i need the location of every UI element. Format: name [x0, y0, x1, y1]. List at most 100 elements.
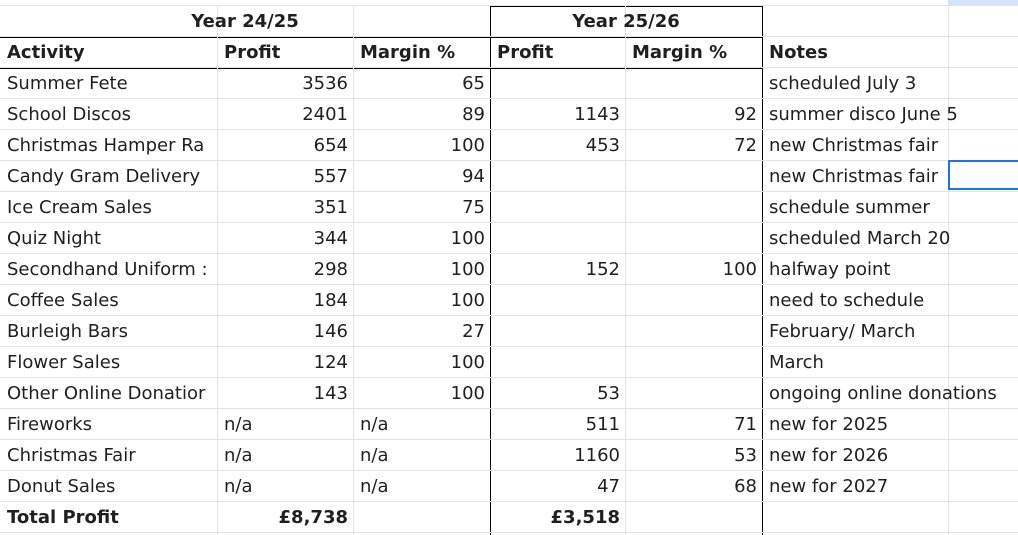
margin-25-26-cell[interactable]: 92 — [734, 104, 757, 125]
notes-header[interactable]: Notes — [769, 42, 828, 63]
profit-25-26-cell[interactable] — [490, 192, 625, 223]
profit-25-26-cell[interactable] — [490, 347, 625, 378]
profit-24-25-cell[interactable]: 298 — [313, 259, 348, 280]
profit-25-26-cell[interactable]: 47 — [597, 476, 620, 497]
profit-24-25-cell[interactable]: n/a — [224, 445, 253, 466]
notes-cell[interactable]: scheduled July 3 — [769, 73, 917, 94]
margin-24-25-cell[interactable]: 89 — [462, 104, 485, 125]
notes-cell[interactable]: new for 2026 — [769, 445, 889, 466]
margin-25-26-cell[interactable] — [625, 223, 762, 254]
margin-24-25-cell[interactable]: n/a — [360, 445, 389, 466]
profit-24-25-cell[interactable]: 351 — [313, 197, 348, 218]
notes-cell[interactable]: March — [769, 352, 824, 373]
profit-24-25-header[interactable]: Profit — [224, 42, 281, 63]
profit-25-26-cell[interactable] — [490, 285, 625, 316]
gridline-vertical — [217, 5, 218, 535]
gridline-horizontal — [0, 470, 1018, 471]
notes-cell[interactable]: halfway point — [769, 259, 891, 280]
profit-25-26-cell[interactable]: 1160 — [574, 445, 620, 466]
margin-24-25-cell[interactable]: 100 — [450, 259, 485, 280]
profit-24-25-cell[interactable]: 3536 — [302, 73, 348, 94]
activity-cell[interactable]: Christmas Fair — [7, 445, 136, 466]
total-profit-label[interactable]: Total Profit — [7, 507, 119, 528]
margin-24-25-cell[interactable]: 75 — [462, 197, 485, 218]
margin-24-25-cell[interactable]: n/a — [360, 476, 389, 497]
margin-24-25-cell[interactable]: 27 — [462, 321, 485, 342]
profit-24-25-cell[interactable]: n/a — [224, 414, 253, 435]
margin-25-26-cell[interactable] — [625, 68, 762, 99]
activity-cell[interactable]: Summer Fete — [7, 73, 128, 94]
margin-25-26-cell[interactable]: 100 — [722, 259, 757, 280]
notes-cell[interactable]: new Christmas fair — [769, 166, 939, 187]
activity-cell[interactable]: Donut Sales — [7, 476, 116, 497]
profit-25-26-cell[interactable]: 53 — [597, 383, 620, 404]
profit-24-25-cell[interactable]: 143 — [313, 383, 348, 404]
activity-cell[interactable]: Candy Gram Delivery — [7, 166, 201, 187]
profit-25-26-cell[interactable]: 152 — [585, 259, 620, 280]
activity-cell[interactable]: Quiz Night — [7, 228, 102, 249]
profit-24-25-cell[interactable]: 146 — [313, 321, 348, 342]
margin-24-25-cell[interactable]: 94 — [462, 166, 485, 187]
activity-header[interactable]: Activity — [7, 42, 85, 63]
activity-cell[interactable]: Coffee Sales — [7, 290, 119, 311]
total-profit-24-25[interactable]: £8,738 — [278, 507, 348, 528]
total-profit-25-26[interactable]: £3,518 — [550, 507, 620, 528]
notes-cell[interactable]: new for 2027 — [769, 476, 889, 497]
margin-25-26-cell[interactable] — [625, 192, 762, 223]
activity-cell[interactable]: Secondhand Uniform : — [7, 259, 208, 280]
profit-25-26-cell[interactable] — [490, 223, 625, 254]
year-25-26-header[interactable]: Year 25/26 — [572, 11, 680, 32]
profit-25-26-header[interactable]: Profit — [497, 42, 554, 63]
profit-24-25-cell[interactable]: 557 — [313, 166, 348, 187]
gridline-vertical — [353, 5, 354, 535]
margin-24-25-cell[interactable]: 100 — [450, 383, 485, 404]
margin-25-26-cell[interactable]: 53 — [734, 445, 757, 466]
margin-24-25-cell[interactable]: 100 — [450, 135, 485, 156]
margin-24-25-cell[interactable]: n/a — [360, 414, 389, 435]
margin-25-26-cell[interactable] — [625, 316, 762, 347]
margin-25-26-cell[interactable] — [625, 285, 762, 316]
margin-24-25-cell[interactable]: 100 — [450, 352, 485, 373]
activity-cell[interactable]: Christmas Hamper Ra — [7, 135, 205, 156]
activity-cell[interactable]: Ice Cream Sales — [7, 197, 152, 218]
profit-24-25-cell[interactable]: 654 — [313, 135, 348, 156]
margin-24-25-cell[interactable]: 100 — [450, 228, 485, 249]
profit-24-25-cell[interactable]: 124 — [313, 352, 348, 373]
notes-cell[interactable]: need to schedule — [769, 290, 925, 311]
profit-25-26-cell[interactable] — [490, 68, 625, 99]
year-24-25-header[interactable]: Year 24/25 — [191, 11, 299, 32]
margin-25-26-cell[interactable]: 72 — [734, 135, 757, 156]
notes-cell[interactable]: ongoing online donations — [769, 383, 997, 404]
profit-24-25-cell[interactable]: 344 — [313, 228, 348, 249]
activity-cell[interactable]: Other Online Donatior — [7, 383, 206, 404]
margin-24-25-cell[interactable]: 65 — [462, 73, 485, 94]
profit-25-26-cell[interactable] — [490, 161, 625, 192]
margin-25-26-header[interactable]: Margin % — [632, 42, 728, 63]
notes-cell[interactable]: new for 2025 — [769, 414, 889, 435]
notes-cell[interactable]: new Christmas fair — [769, 135, 939, 156]
activity-cell[interactable]: School Discos — [7, 104, 132, 125]
margin-25-26-cell[interactable] — [625, 378, 762, 409]
notes-cell[interactable]: February/ March — [769, 321, 916, 342]
gridline-horizontal — [0, 253, 1018, 254]
profit-24-25-cell[interactable]: 184 — [313, 290, 348, 311]
profit-25-26-cell[interactable]: 453 — [585, 135, 620, 156]
margin-24-25-cell[interactable]: 100 — [450, 290, 485, 311]
activity-cell[interactable]: Burleigh Bars — [7, 321, 128, 342]
margin-25-26-cell[interactable] — [625, 347, 762, 378]
margin-25-26-cell[interactable]: 71 — [734, 414, 757, 435]
profit-25-26-cell[interactable] — [490, 316, 625, 347]
profit-25-26-cell[interactable]: 511 — [585, 414, 620, 435]
margin-25-26-cell[interactable]: 68 — [734, 476, 757, 497]
notes-cell[interactable]: schedule summer — [769, 197, 930, 218]
margin-24-25-header[interactable]: Margin % — [360, 42, 456, 63]
activity-cell[interactable]: Fireworks — [7, 414, 93, 435]
notes-cell[interactable]: scheduled March 20 — [769, 228, 951, 249]
activity-cell[interactable]: Flower Sales — [7, 352, 121, 373]
profit-25-26-cell[interactable]: 1143 — [574, 104, 620, 125]
profit-24-25-cell[interactable]: 2401 — [302, 104, 348, 125]
profit-24-25-cell[interactable]: n/a — [224, 476, 253, 497]
margin-25-26-cell[interactable] — [625, 161, 762, 192]
notes-cell[interactable]: summer disco June 5 — [769, 104, 958, 125]
